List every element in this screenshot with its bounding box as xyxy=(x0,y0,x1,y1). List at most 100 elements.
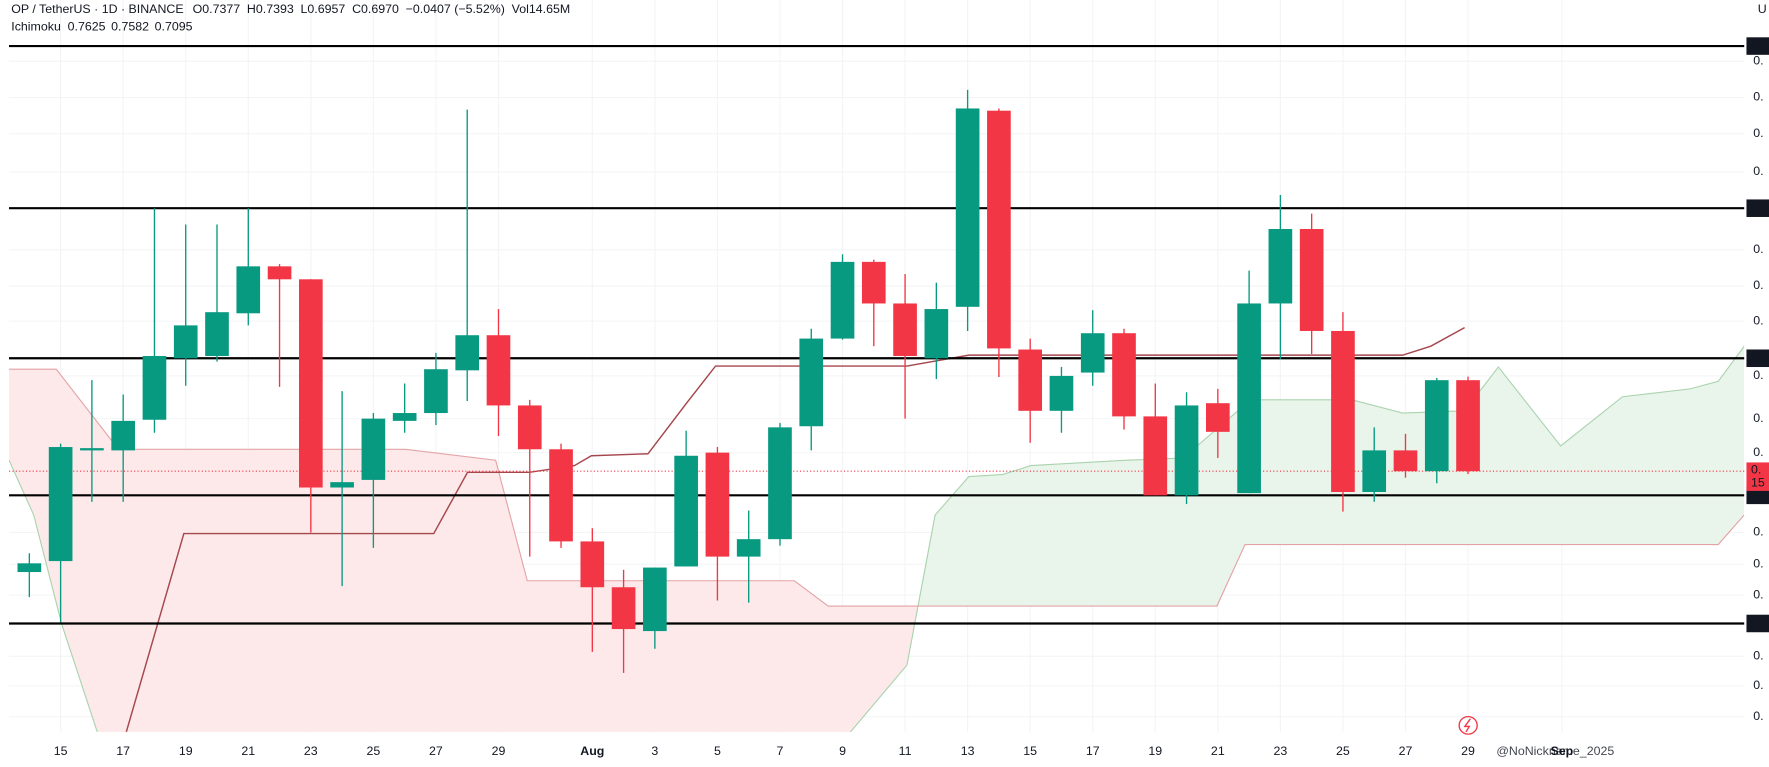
candle-body xyxy=(1331,330,1355,492)
candle-body xyxy=(486,335,511,406)
candle-body xyxy=(267,266,292,280)
indicator-value: 0.7625 xyxy=(68,20,106,34)
candle-body xyxy=(955,108,980,307)
candle-body xyxy=(705,452,730,557)
candle-body xyxy=(1143,416,1168,496)
level-label-box xyxy=(1746,199,1769,217)
candle-body xyxy=(1049,375,1074,411)
candle-body xyxy=(799,338,824,427)
candle-body xyxy=(455,335,480,371)
x-tick-label: 5 xyxy=(714,744,721,758)
candle-body xyxy=(173,325,198,359)
level-label: 0. xyxy=(1751,488,1761,502)
candle-body xyxy=(1393,450,1418,472)
candle-body xyxy=(330,482,354,488)
candle-body xyxy=(987,110,1011,349)
x-tick-label: 15 xyxy=(54,744,68,758)
candle-body xyxy=(298,279,323,488)
x-tick-label: 13 xyxy=(961,744,975,758)
legend-text: H0.7393 xyxy=(247,2,294,16)
candle-body xyxy=(424,369,448,414)
x-tick-label: 23 xyxy=(304,744,318,758)
x-tick-label: 11 xyxy=(899,744,912,758)
candle-body xyxy=(893,303,917,357)
y-tick-label: 0. xyxy=(1753,90,1763,104)
candle-body xyxy=(1206,403,1230,432)
candle-body xyxy=(1018,349,1043,411)
x-tick-label: 25 xyxy=(1336,744,1350,758)
level-label-box xyxy=(1746,614,1769,633)
x-tick-label: 19 xyxy=(179,744,193,758)
x-tick-label: 25 xyxy=(366,744,380,758)
legend-text: −0.0407 (−5.52%) xyxy=(406,2,505,16)
candle-body xyxy=(1112,333,1136,417)
candle-body xyxy=(1362,450,1387,492)
candle-body xyxy=(111,420,136,451)
candle-body xyxy=(517,405,542,450)
indicator-value: 0.7095 xyxy=(155,20,193,34)
cloud xyxy=(9,326,1745,732)
x-tick-label: 29 xyxy=(1461,744,1475,758)
candle-body xyxy=(549,449,573,542)
candle-body xyxy=(924,309,949,359)
alert-icon[interactable] xyxy=(1458,715,1478,735)
y-tick-label: 0. xyxy=(1753,368,1763,382)
watermark: @NoNickname_2025 xyxy=(1496,744,1614,758)
plot: 0.0.0.0.0.0.0.0.0.0.0.0.0.0.0.0.15 17 19 21… xyxy=(9,0,1769,758)
level-label: 0. xyxy=(1751,38,1761,52)
candle-body xyxy=(1080,333,1105,373)
indicator-value: 0.7582 xyxy=(111,20,149,34)
x-tick-label: 21 xyxy=(241,744,255,758)
x-tick-label: 27 xyxy=(1399,744,1413,758)
countdown: 15 xyxy=(1751,476,1765,490)
candle-body xyxy=(1424,380,1449,472)
candle-body xyxy=(236,266,261,314)
x-tick-label: Sep xyxy=(1551,744,1574,758)
candle-body xyxy=(142,356,167,420)
candle-body xyxy=(611,587,636,630)
x-tick-label: 23 xyxy=(1273,744,1287,758)
x-tick-label: 9 xyxy=(839,744,846,758)
y-tick-label: 0. xyxy=(1753,709,1763,723)
currency-label: U xyxy=(1758,2,1767,16)
candle-body xyxy=(736,539,761,557)
legend-text: C0.6970 xyxy=(352,2,399,16)
x-tick-label: 27 xyxy=(429,744,443,758)
candle-body xyxy=(1174,405,1199,496)
x-tick-label: 21 xyxy=(1211,744,1225,758)
y-tick-label: 0. xyxy=(1753,164,1763,178)
candle-body xyxy=(80,448,104,451)
level-label-box xyxy=(1746,37,1769,55)
level-label-box xyxy=(1746,349,1769,368)
level-label: 0. xyxy=(1751,616,1761,630)
candle-body xyxy=(361,418,386,480)
y-tick-label: 0. xyxy=(1753,649,1763,663)
x-tick-label: Aug xyxy=(580,744,604,758)
candle-body xyxy=(1237,303,1261,494)
y-tick-label: 0. xyxy=(1753,278,1763,292)
y-tick-label: 0. xyxy=(1753,126,1763,140)
candle-body xyxy=(580,541,605,588)
legend-text: Vol14.65M xyxy=(512,2,571,16)
candle-body xyxy=(392,413,417,421)
candle-body xyxy=(17,563,42,573)
x-tick-label: 29 xyxy=(492,744,506,758)
candle-body xyxy=(674,455,698,567)
legend-text: O0.7377 xyxy=(193,2,241,16)
x-tick-label: 15 xyxy=(1023,744,1037,758)
x-tick-label: 7 xyxy=(777,744,784,758)
candle-body xyxy=(205,312,229,357)
candle-body xyxy=(1299,228,1324,331)
candle-body xyxy=(1456,380,1480,472)
candle-body xyxy=(643,567,667,632)
last-price-label: 0. xyxy=(1751,462,1761,476)
y-tick-label: 0. xyxy=(1753,525,1763,539)
level-label: 0. xyxy=(1751,201,1761,215)
y-tick-label: 0. xyxy=(1753,587,1763,601)
indicator-name: Ichimoku xyxy=(11,20,61,34)
y-tick-label: 0. xyxy=(1753,313,1763,327)
y-tick-label: 0. xyxy=(1753,242,1763,256)
level-label: 0. xyxy=(1751,351,1761,365)
